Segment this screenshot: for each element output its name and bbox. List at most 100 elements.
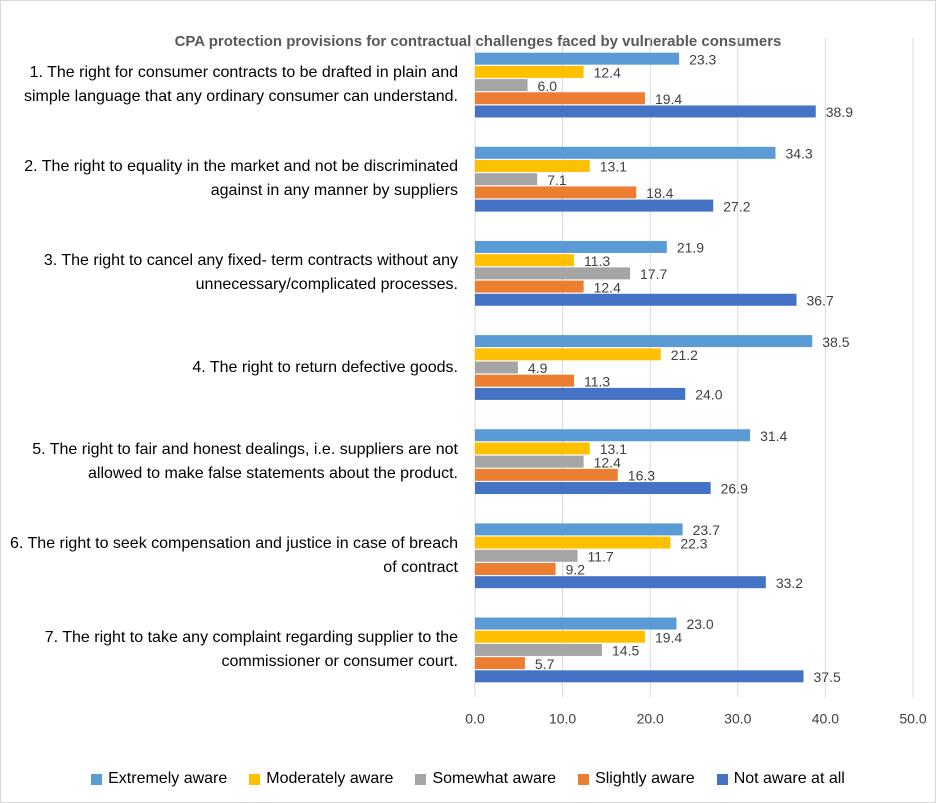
value-label: 11.3: [584, 253, 610, 269]
category-label: 4. The right to return defective goods.: [192, 358, 458, 376]
x-tick-label: 40.0: [812, 711, 839, 727]
legend-swatch: [578, 773, 590, 785]
value-label: 18.4: [646, 185, 673, 201]
value-label: 12.4: [594, 279, 621, 295]
value-label: 13.1: [600, 441, 627, 457]
bar: [475, 576, 766, 589]
value-label: 5.7: [535, 656, 555, 672]
value-label: 17.7: [640, 266, 667, 282]
bar: [475, 562, 556, 575]
value-label: 38.5: [822, 334, 849, 350]
bar: [475, 52, 680, 65]
category-label: 5. The right to fair and honest dealings…: [32, 440, 458, 482]
value-label: 34.3: [785, 146, 812, 162]
bar: [475, 160, 590, 173]
bar: [475, 468, 618, 481]
bar: [475, 348, 661, 361]
category-label: 6. The right to seek compensation and ju…: [10, 534, 458, 576]
bar: [475, 617, 677, 630]
legend-label: Moderately aware: [266, 770, 394, 787]
bar: [475, 482, 711, 495]
bar: [475, 361, 518, 374]
value-label: 13.1: [600, 159, 627, 175]
bar: [475, 92, 645, 105]
category-label: 3. The right to cancel any fixed- term c…: [43, 252, 458, 294]
value-label: 24.0: [695, 387, 722, 403]
bar: [475, 374, 574, 387]
value-label: 21.2: [671, 347, 698, 363]
legend-item: Extremely aware: [91, 770, 227, 788]
value-label: 38.9: [826, 104, 853, 120]
value-label: 23.7: [693, 522, 720, 538]
bar: [475, 280, 584, 293]
value-label: 22.3: [680, 535, 707, 551]
bar: [475, 173, 538, 186]
x-tick-label: 0.0: [465, 711, 485, 727]
value-label: 33.2: [776, 575, 803, 591]
value-label: 12.4: [594, 454, 621, 470]
legend: Extremely aware Moderately aware Somewhat …: [0, 770, 936, 788]
bar: [475, 536, 671, 549]
value-label: 21.9: [677, 240, 704, 256]
value-label: 23.0: [686, 616, 713, 632]
category-label: 1. The right for consumer contracts to b…: [23, 64, 458, 106]
legend-swatch: [716, 773, 728, 785]
value-label: 36.7: [806, 292, 833, 308]
x-tick-label: 10.0: [549, 711, 576, 727]
value-label: 4.9: [528, 360, 548, 376]
x-tick-label: 50.0: [899, 711, 926, 727]
x-tick-label: 20.0: [637, 711, 664, 727]
bar: [475, 146, 776, 159]
legend-item: Not aware at all: [716, 770, 845, 788]
bar: [475, 240, 667, 253]
bar: [475, 267, 631, 280]
value-label: 12.4: [594, 65, 621, 81]
value-label: 27.2: [723, 198, 750, 214]
value-label: 16.3: [628, 468, 655, 484]
legend-label: Slightly aware: [595, 770, 695, 787]
legend-item: Somewhat aware: [415, 770, 556, 788]
bar: [475, 429, 751, 442]
bar: [475, 186, 637, 199]
value-label: 19.4: [655, 91, 682, 107]
bar: [475, 630, 645, 643]
value-label: 9.2: [566, 562, 586, 578]
bar: [475, 79, 528, 92]
value-label: 6.0: [538, 78, 558, 94]
category-label: 7. The right to take any complaint regar…: [44, 628, 458, 670]
bar: [475, 455, 584, 468]
bar: [475, 523, 683, 536]
bar: [475, 65, 584, 78]
bar: [475, 387, 686, 400]
value-label: 19.4: [655, 629, 682, 645]
legend-item: Slightly aware: [578, 770, 695, 788]
category-label: 2. The right to equality in the market a…: [24, 158, 458, 200]
legend-label: Extremely aware: [108, 770, 228, 787]
value-label: 11.7: [587, 548, 613, 564]
bar: [475, 335, 813, 348]
bar: [475, 643, 603, 656]
bar: [475, 549, 578, 562]
value-label: 14.5: [612, 643, 639, 659]
bar: [475, 442, 590, 455]
bar: [475, 670, 804, 683]
bar: [475, 293, 797, 306]
legend-label: Not aware at all: [733, 770, 845, 787]
legend-swatch: [415, 773, 427, 785]
legend-label: Somewhat aware: [432, 770, 557, 787]
value-label: 37.5: [814, 669, 841, 685]
legend-item: Moderately aware: [249, 770, 393, 788]
legend-swatch: [91, 773, 103, 785]
value-label: 31.4: [760, 428, 787, 444]
value-label: 26.9: [721, 481, 748, 497]
bar: [475, 199, 714, 212]
bar: [475, 657, 525, 670]
value-label: 7.1: [547, 172, 567, 188]
value-label: 23.3: [689, 51, 716, 67]
bar: [475, 105, 816, 118]
chart-title: CPA protection provisions for contractua…: [175, 33, 782, 50]
value-label: 11.3: [584, 373, 610, 389]
bar: [475, 254, 574, 267]
